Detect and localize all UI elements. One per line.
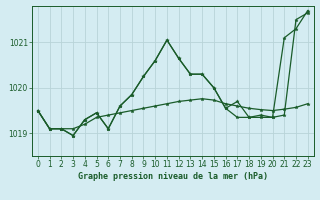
X-axis label: Graphe pression niveau de la mer (hPa): Graphe pression niveau de la mer (hPa) (78, 172, 268, 181)
